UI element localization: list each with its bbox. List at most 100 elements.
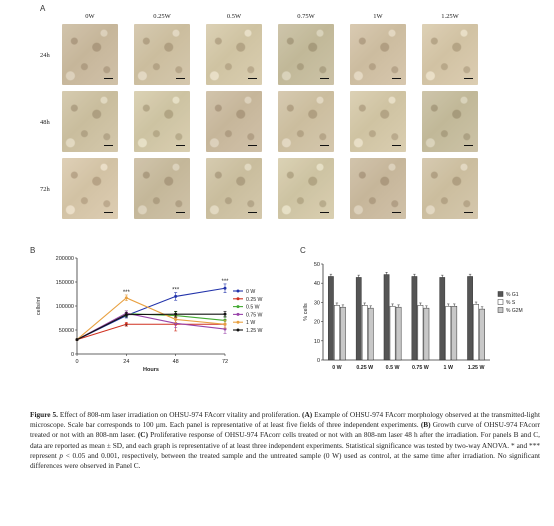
- legend-label: % G2M: [506, 308, 523, 314]
- scale-bar: [464, 144, 473, 146]
- row-label: 72h: [40, 186, 50, 193]
- bar: [340, 306, 346, 361]
- column-label: 0.25W: [153, 13, 171, 20]
- scale-bar: [392, 211, 401, 213]
- significance-mark: ***: [123, 290, 131, 296]
- micrograph-image: [350, 24, 406, 85]
- data-point: [223, 312, 227, 316]
- significance-mark: *: [125, 325, 128, 331]
- growth-curve-chart: 0 50000 100000 150000 200000 0 24 48 72 Hours cell…: [36, 256, 263, 373]
- data-point: [124, 322, 128, 326]
- caption-c-label: (C): [137, 430, 149, 440]
- x-tick-label: 0: [75, 359, 78, 365]
- bar: [479, 308, 485, 361]
- legend-label: % S: [506, 300, 516, 306]
- y-axis-label: cells/ml: [36, 297, 42, 315]
- y-tick-label: 150000: [56, 280, 74, 286]
- panel-a-letter: A: [40, 4, 46, 13]
- category-label: 0 W: [332, 365, 341, 371]
- bar: [439, 277, 446, 361]
- scale-bar: [464, 211, 473, 213]
- scale-bar: [464, 77, 473, 79]
- legend-swatch: [497, 299, 504, 305]
- column-label: 0W: [85, 13, 95, 20]
- micrograph-image: [278, 158, 334, 219]
- scale-bar: [248, 211, 257, 213]
- y-tick-label: 200000: [56, 256, 74, 262]
- data-point: [75, 338, 79, 342]
- x-tick-label: 24: [123, 359, 129, 365]
- legend-label: 1 W: [246, 320, 255, 326]
- micrograph-image: [350, 91, 406, 152]
- category-label: 1 W: [444, 365, 453, 371]
- bar: [467, 276, 473, 361]
- category-label: 1.25 W: [468, 365, 485, 371]
- micrograph-image: [422, 24, 478, 85]
- micrograph-image: [278, 24, 334, 85]
- data-point: [223, 286, 227, 290]
- data-point: [174, 294, 178, 298]
- column-label: 0.5W: [226, 13, 242, 20]
- legend-marker: [236, 289, 240, 293]
- bar: [334, 305, 340, 361]
- row-label: 48h: [40, 119, 50, 126]
- micrograph-image: [134, 91, 190, 152]
- scale-bar: [392, 144, 401, 146]
- micrograph-image: [206, 91, 262, 152]
- series-line: [76, 297, 226, 341]
- micrograph-image: [350, 158, 406, 219]
- scale-bar: [104, 211, 113, 213]
- bar: [328, 276, 334, 361]
- scale-bar: [176, 211, 185, 213]
- legend-marker: [236, 297, 240, 301]
- micrograph-image: [134, 24, 190, 85]
- cell-cycle-bar-chart: 0 10 20 30 40 50 % cells 0 W 0.25 W 0.5 W 0.75 W 1 …: [303, 262, 523, 371]
- caption-a-text: Example of OHSU-974 FAcorr morphology ob…: [30, 410, 540, 430]
- micrograph-image: [278, 91, 334, 152]
- caption-b-label: (B): [420, 420, 431, 430]
- micrograph-image: [62, 24, 118, 85]
- bar: [417, 305, 424, 361]
- y-tick-label: 10: [314, 339, 320, 345]
- y-tick-label: 0: [317, 358, 320, 364]
- column-label: 1.25W: [441, 13, 459, 20]
- caption-a-label: (A): [302, 410, 313, 419]
- data-point: [223, 322, 227, 326]
- legend-swatch: [497, 307, 504, 313]
- bar: [445, 305, 452, 361]
- x-tick-label: 72: [222, 359, 228, 365]
- legend-marker: [236, 328, 240, 332]
- legend-label: % G1: [506, 292, 519, 298]
- y-tick-label: 50: [314, 262, 320, 268]
- category-label: 0.5 W: [386, 365, 400, 371]
- y-tick-label: 40: [314, 281, 320, 287]
- scale-bar: [176, 144, 185, 146]
- bar: [423, 307, 430, 361]
- category-label: 0.75 W: [412, 365, 429, 371]
- figure-caption: Figure 5. Effect of 808-nm laser irradia…: [30, 410, 540, 471]
- y-axis-label: % cells: [303, 303, 309, 321]
- x-axis-label: Hours: [143, 367, 159, 373]
- scale-bar: [320, 144, 329, 146]
- data-point: [174, 317, 178, 321]
- scale-bar: [248, 77, 257, 79]
- caption-title: Effect of 808-nm laser irradiation on OH…: [57, 410, 303, 419]
- caption-figure-label: Figure 5.: [30, 410, 58, 419]
- series-line: [76, 323, 225, 341]
- column-label: 0.75W: [297, 13, 315, 20]
- data-point: [174, 312, 178, 316]
- legend-label: 0.5 W: [246, 305, 260, 311]
- scale-bar: [104, 77, 113, 79]
- significance-mark: ***: [221, 279, 229, 285]
- legend-label: 0.75 W: [246, 312, 263, 318]
- caption-p-symbol: p: [59, 450, 64, 460]
- legend-label: 0 W: [246, 289, 255, 295]
- panel-c-letter: C: [300, 246, 306, 255]
- legend-marker: [236, 305, 240, 309]
- y-tick-label: 30: [314, 300, 320, 306]
- row-label: 24h: [40, 52, 50, 59]
- bar: [383, 274, 390, 361]
- micrograph-image: [422, 158, 478, 219]
- scale-bar: [320, 77, 329, 79]
- legend-label: 1.25 W: [246, 328, 263, 334]
